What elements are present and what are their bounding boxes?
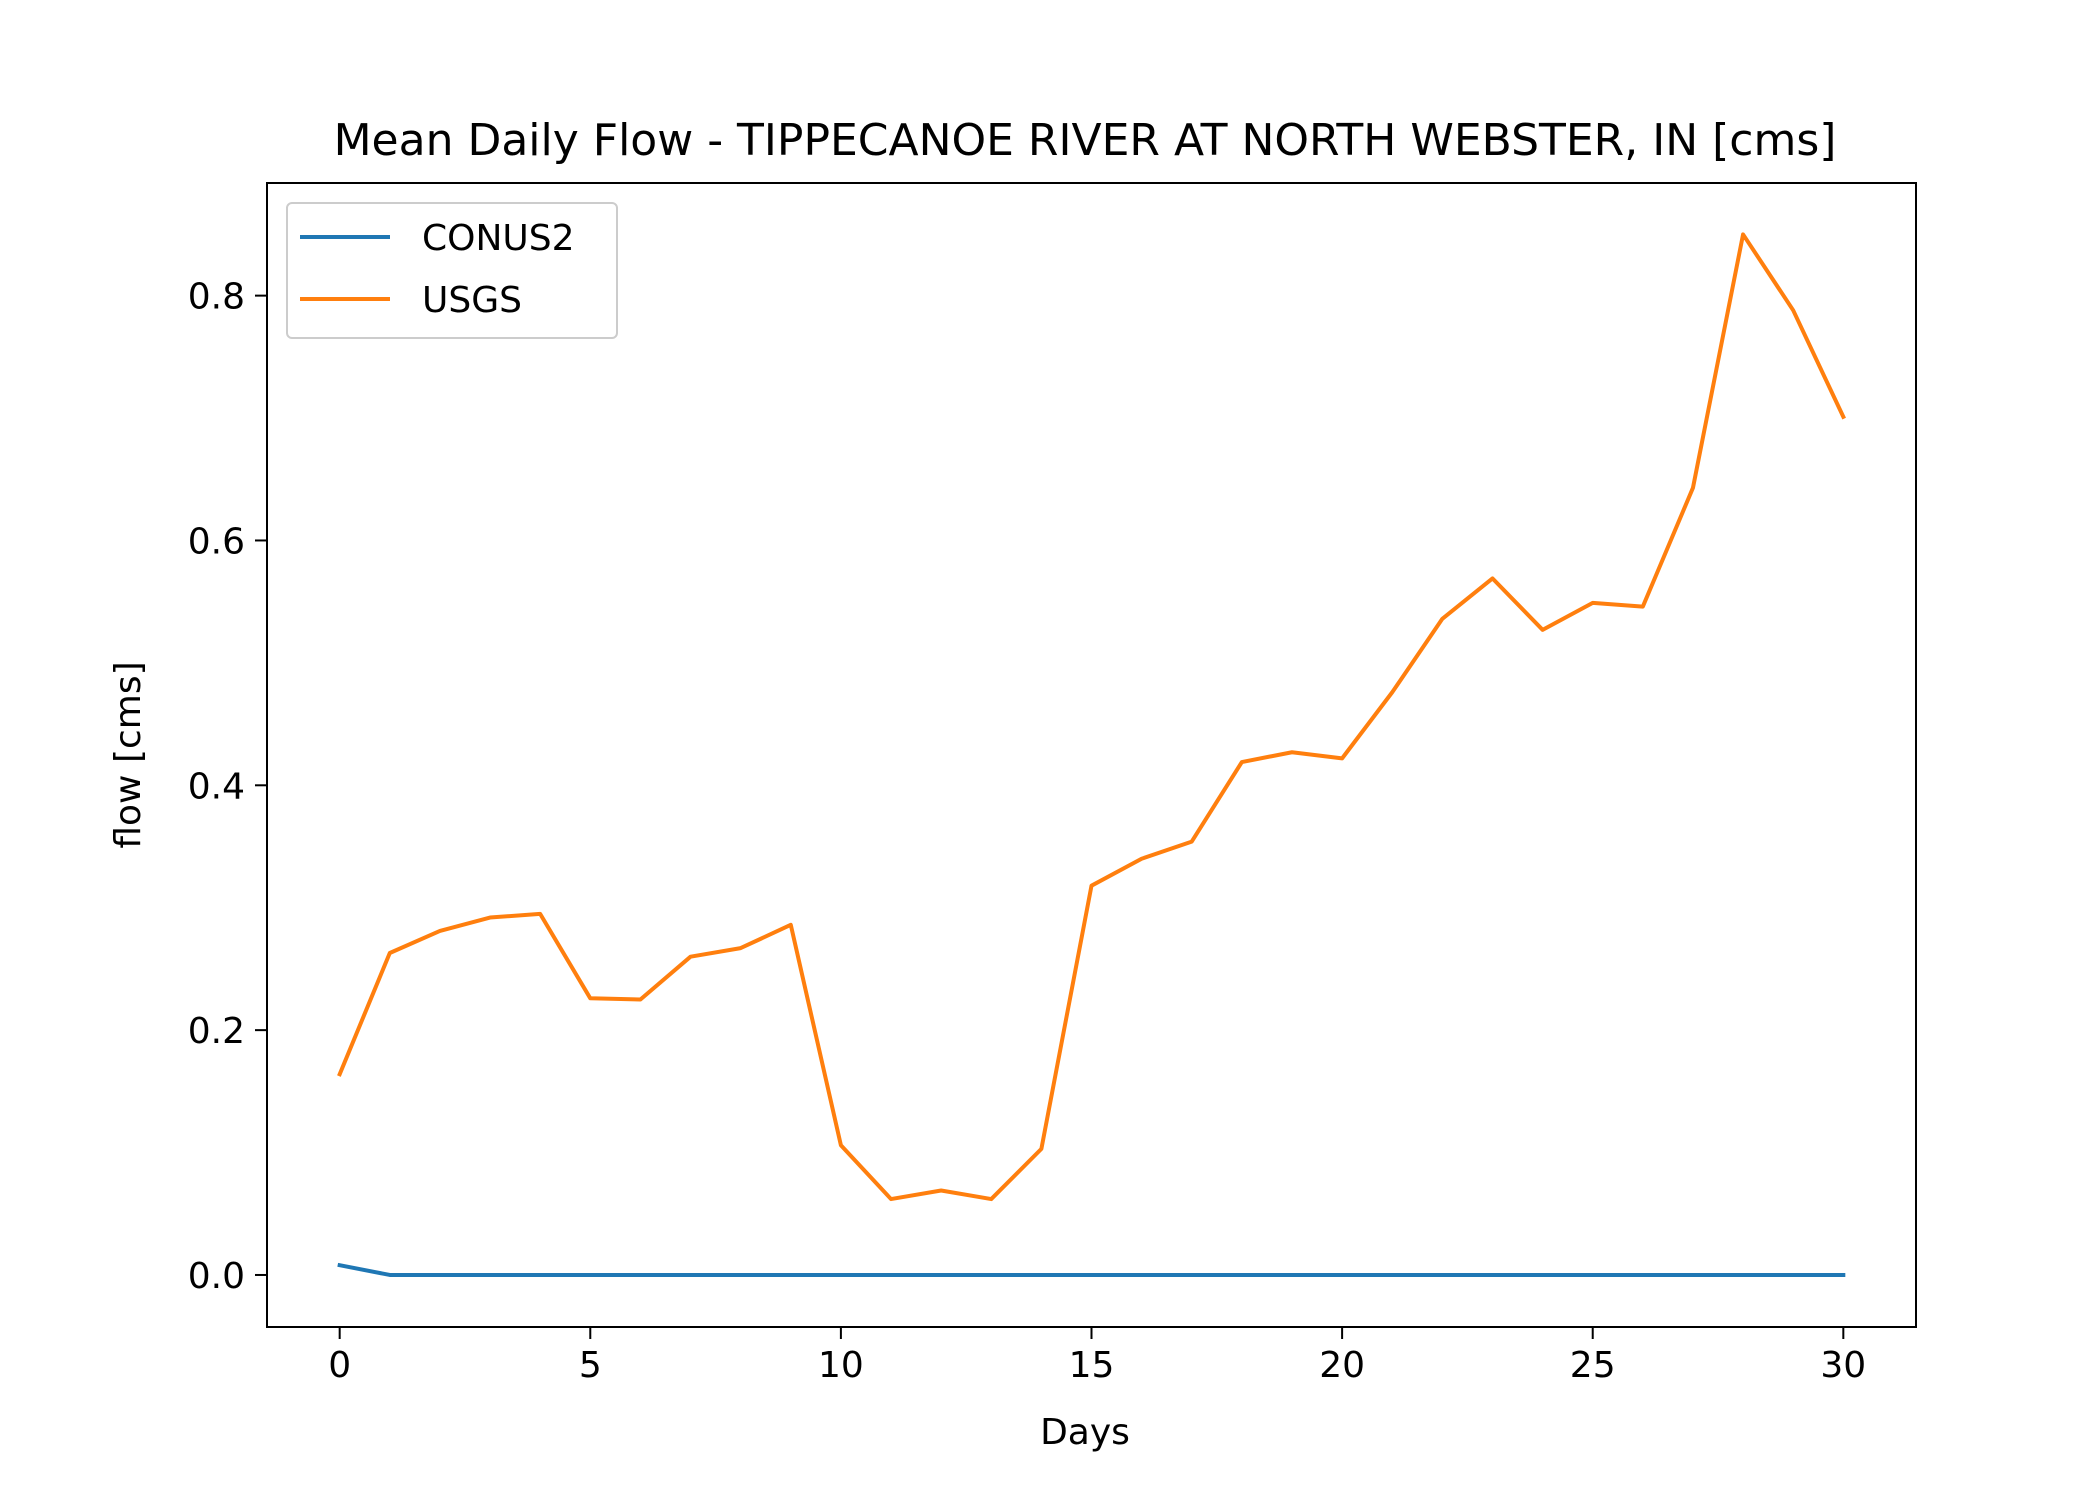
- x-tick-label: 5: [579, 1345, 602, 1386]
- series-line-conus2: [337, 1262, 1846, 1277]
- y-tick-label: 0.6: [188, 521, 245, 562]
- x-tick-label: 15: [1069, 1345, 1115, 1386]
- x-tick-label: 20: [1319, 1345, 1365, 1386]
- x-tick-label: 30: [1820, 1345, 1866, 1386]
- y-tick-label: 0.8: [188, 277, 245, 318]
- legend: CONUS2 USGS: [286, 202, 618, 339]
- plot-area: [266, 182, 1917, 1328]
- x-tick-label: 0: [328, 1345, 351, 1386]
- axis-ticks: 0 5 10 15 20 25 30 0.0 0.2 0.4 0.6 0.8: [188, 277, 1866, 1386]
- y-tick-label: 0.0: [188, 1256, 245, 1297]
- y-tick-label: 0.2: [188, 1011, 245, 1052]
- x-axis-label: Days: [1040, 1412, 1130, 1453]
- y-tick-label: 0.4: [188, 766, 245, 807]
- legend-label-usgs: USGS: [422, 280, 522, 321]
- legend-label-conus2: CONUS2: [422, 218, 575, 259]
- x-tick-label: 10: [818, 1345, 864, 1386]
- series-line-usgs: [337, 232, 1846, 1202]
- plot-frame: [266, 182, 1917, 1328]
- chart-title: Mean Daily Flow - TIPPECANOE RIVER AT NO…: [334, 115, 1837, 166]
- x-tick-label: 25: [1570, 1345, 1616, 1386]
- y-axis-label: flow [cms]: [108, 661, 149, 848]
